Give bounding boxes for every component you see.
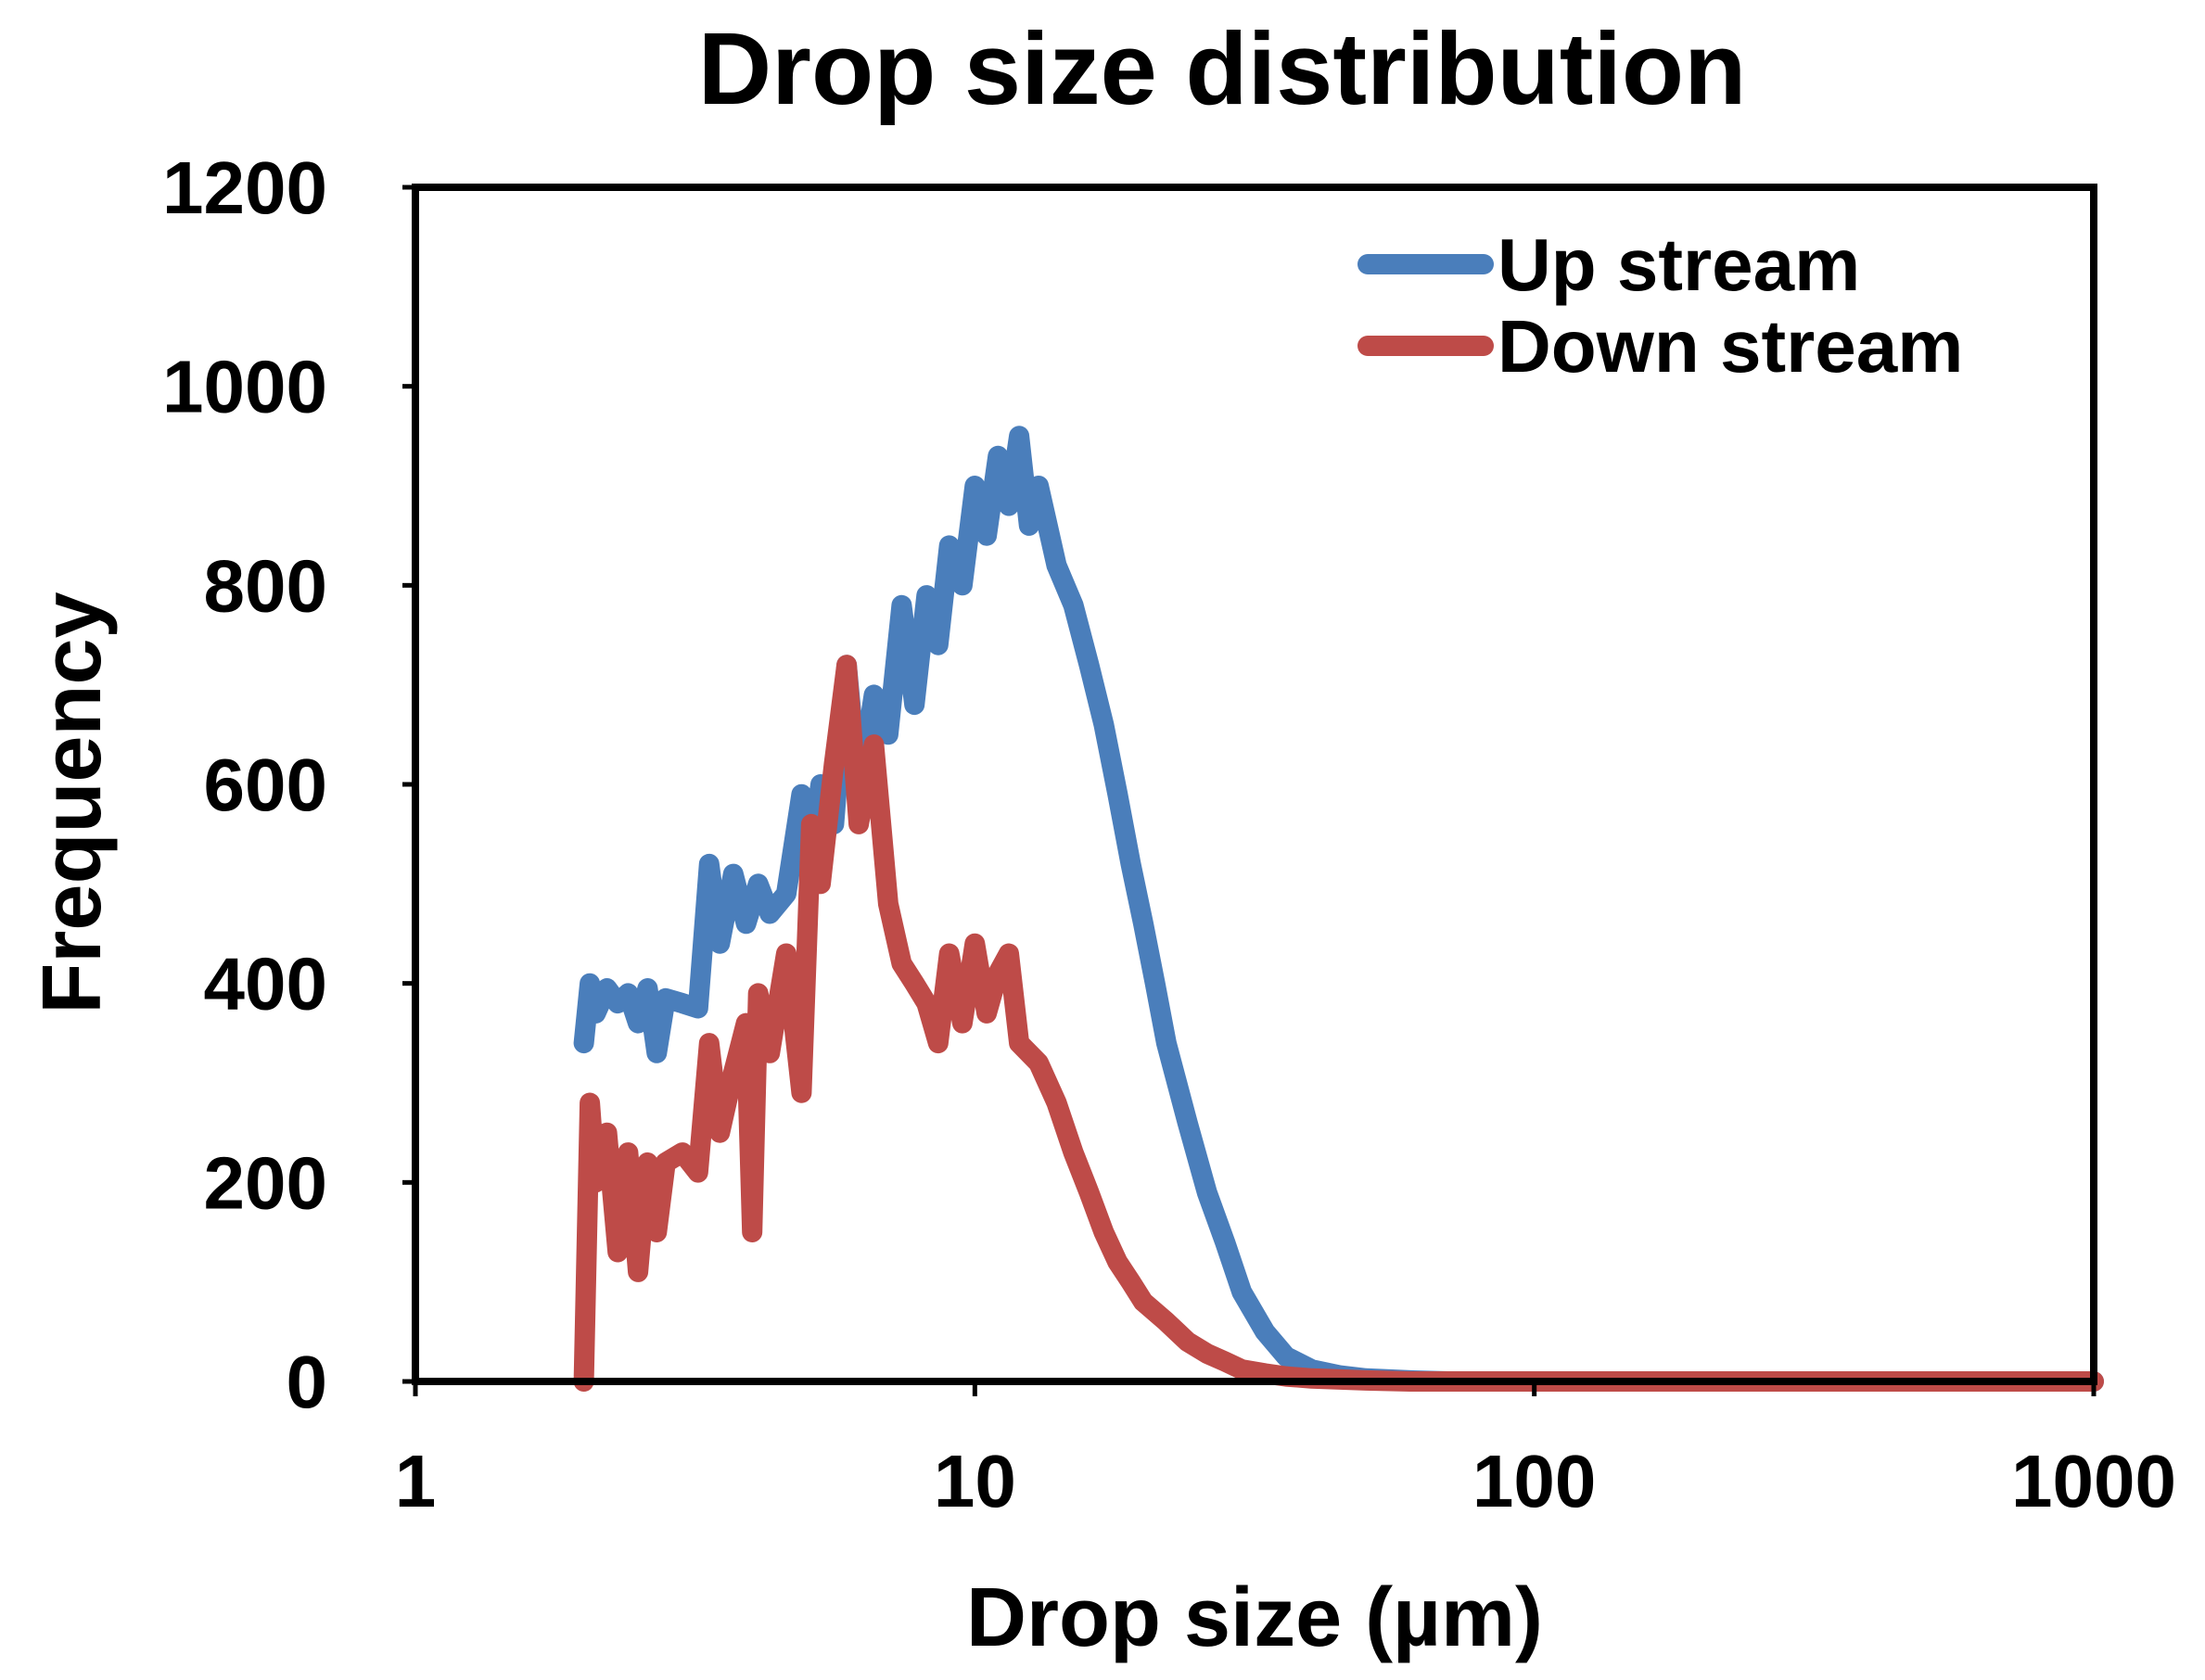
legend-label-1: Up stream	[1498, 223, 1860, 306]
x-tick-label: 100	[1472, 1440, 1596, 1522]
x-tick-label: 1	[395, 1440, 437, 1522]
y-tick-label: 0	[287, 1341, 328, 1423]
y-tick-label: 200	[204, 1141, 327, 1224]
series-layer	[573, 426, 2104, 1392]
series-line-2	[573, 655, 2104, 1392]
y-tick-label: 800	[204, 544, 327, 627]
x-ticks: 1 10 100 1000	[395, 1381, 2176, 1522]
plot-area	[415, 187, 2094, 1381]
series-line-1	[573, 426, 2104, 1392]
x-axis-label: Drop size (µm)	[966, 1572, 1543, 1664]
x-tick-label: 1000	[2011, 1440, 2176, 1522]
chart-title: Drop size distribution	[698, 12, 1747, 126]
y-tick-label: 400	[204, 943, 327, 1025]
y-tick-label: 1000	[162, 346, 327, 428]
y-axis-label: Frequency	[26, 592, 119, 1013]
legend-label-2: Down stream	[1498, 305, 1963, 388]
y-ticks: 0 200 400 600 800 1000 1200	[162, 146, 415, 1423]
x-tick-label: 10	[934, 1440, 1016, 1522]
y-tick-label: 1200	[162, 146, 327, 229]
y-tick-label: 600	[204, 744, 327, 826]
